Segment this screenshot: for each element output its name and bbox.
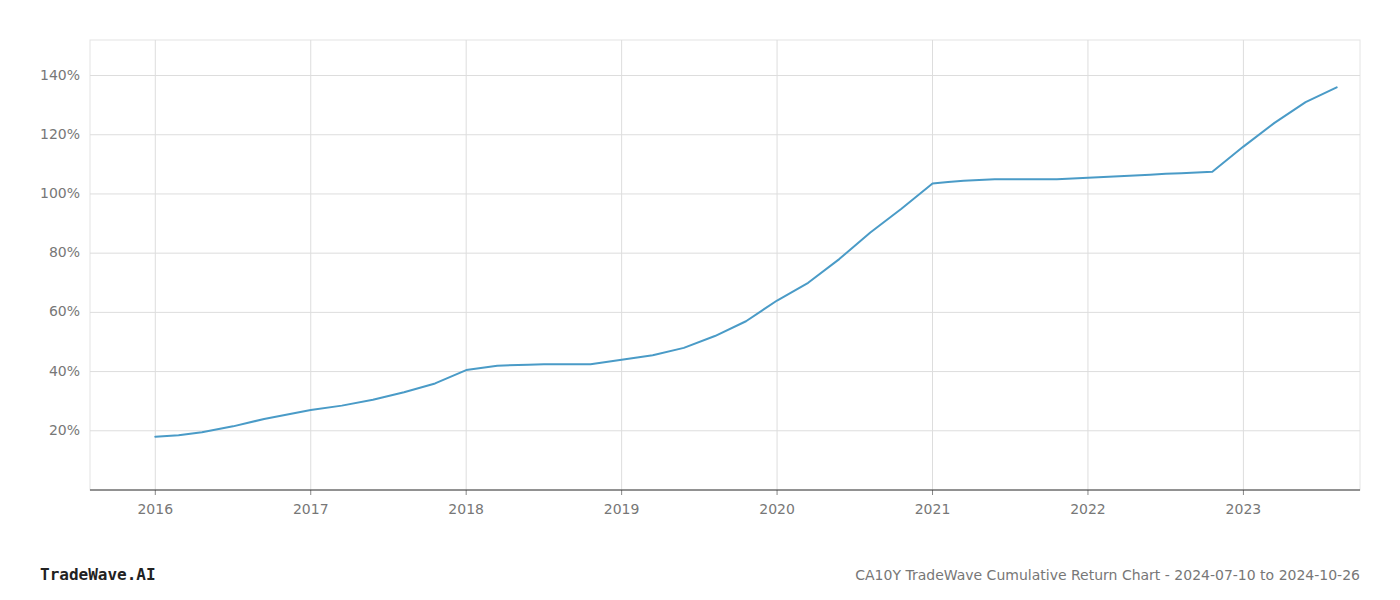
- grid-line: [90, 193, 1360, 194]
- grid-line: [777, 40, 778, 490]
- tick-label: 20%: [49, 422, 80, 438]
- tick-label: 2018: [448, 501, 484, 517]
- tick-label: 2022: [1070, 501, 1106, 517]
- axes: 20% 40% 60% 80% 100% 120% 140% 2016 2017 2018 2019…: [40, 67, 1360, 517]
- tick-mark: [466, 490, 467, 495]
- tick-label: 2019: [604, 501, 640, 517]
- grid-line: [621, 40, 622, 490]
- tick-mark: [155, 490, 156, 495]
- grid-line: [90, 312, 1360, 313]
- tick-label: 80%: [49, 244, 80, 260]
- grid-line: [1087, 40, 1088, 490]
- tick-label: 60%: [49, 303, 80, 319]
- tick-label: 2017: [293, 501, 329, 517]
- watermark: TradeWave.AI: [40, 565, 156, 584]
- tick-mark: [777, 490, 778, 495]
- data-line: [155, 87, 1336, 436]
- plot-frame: [90, 40, 1360, 490]
- tick-label: 2016: [137, 501, 173, 517]
- x-axis-line: [90, 490, 1360, 491]
- grid-line: [155, 40, 156, 490]
- tick-label: 120%: [40, 126, 80, 142]
- grid-line: [90, 371, 1360, 372]
- tick-mark: [1087, 490, 1088, 495]
- grid-line: [466, 40, 467, 490]
- grid-line: [1243, 40, 1244, 490]
- grid-line: [90, 430, 1360, 431]
- tick-label: 40%: [49, 363, 80, 379]
- tick-label: 100%: [40, 185, 80, 201]
- title: CA10Y TradeWave Cumulative Return Chart …: [855, 567, 1360, 583]
- chart: 20% 40% 60% 80% 100% 120% 140% 2016 2017 2018 2019…: [0, 0, 1400, 600]
- tick-mark: [932, 490, 933, 495]
- grid-line: [90, 253, 1360, 254]
- tick-label: 2020: [759, 501, 795, 517]
- tick-label: 2021: [915, 501, 951, 517]
- tick-mark: [1243, 490, 1244, 495]
- grid-line: [310, 40, 311, 490]
- tick-label: 2023: [1226, 501, 1262, 517]
- grid: [90, 40, 1360, 490]
- grid-line: [90, 75, 1360, 76]
- tick-mark: [310, 490, 311, 495]
- tick-label: 140%: [40, 67, 80, 83]
- grid-line: [932, 40, 933, 490]
- background: [0, 0, 1400, 600]
- tick-mark: [621, 490, 622, 495]
- plot-area: [155, 87, 1336, 436]
- grid-line: [90, 134, 1360, 135]
